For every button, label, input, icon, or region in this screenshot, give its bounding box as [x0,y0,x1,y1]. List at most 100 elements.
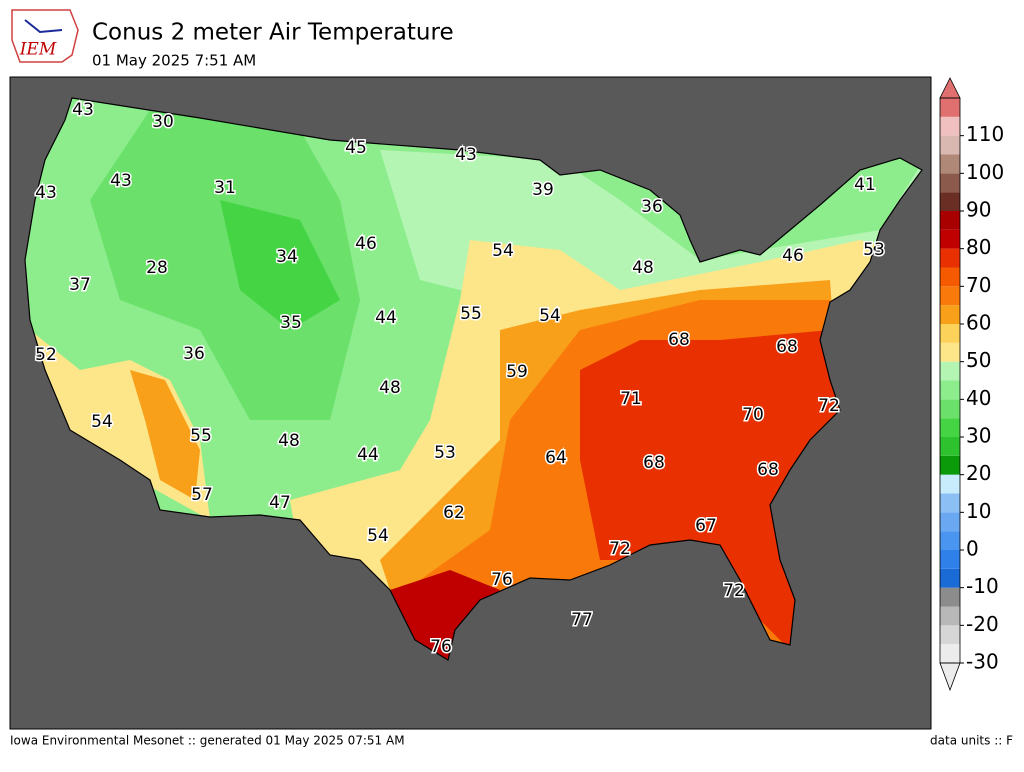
colorbar-segment [940,116,960,136]
colorbar-segment [940,550,960,569]
station-value: 45 [345,138,367,158]
station-value: 57 [191,485,213,505]
station-labels: 43 30 45 43 43 43 31 39 36 41 46 54 34 28 48 46 53 37 55 54… [34,99,887,659]
colorbar-segment [940,380,960,400]
colorbar-segment [940,211,960,230]
station-value: 67 [695,516,717,536]
logo-text: IEM [19,40,57,60]
colorbar-segment [940,98,960,117]
station-value: 43 [72,100,94,120]
station-value: 48 [632,258,654,278]
station-value: 54 [367,526,389,546]
station-value: 54 [539,306,561,326]
colorbar-tick-label: -10 [966,574,999,598]
station-value: 39 [532,180,554,200]
station-value: 72 [818,396,840,416]
colorbar-segment [940,305,960,324]
station-value: 68 [757,460,779,480]
colorbar-segment [940,587,960,607]
title: Conus 2 meter Air Temperature [92,20,454,46]
station-value: 68 [643,453,665,473]
station-value: 72 [609,539,631,559]
colorbar-tick-label: 0 [966,537,979,561]
station-value: 47 [269,493,291,513]
colorbar-tick-label: 20 [966,461,991,485]
station-value: 44 [375,308,397,328]
logo: IEM [11,9,79,63]
station-value: 43 [455,145,477,165]
colorbar-segment [940,418,960,437]
colorbar-segment [940,568,960,588]
station-value: 48 [379,378,401,398]
station-value: 68 [776,337,798,357]
station-value: 54 [492,241,514,261]
station-value: 46 [355,234,377,254]
colorbar-segment [940,512,960,532]
station-value: 48 [278,431,300,451]
colorbar-segment [940,173,960,193]
colorbar-segment [940,625,960,645]
station-value: 37 [69,275,91,295]
subtitle: 01 May 2025 7:51 AM [92,52,256,70]
colorbar-segment [940,361,960,381]
station-value: 36 [641,197,663,217]
station-value: 35 [280,313,302,333]
colorbar-segment [940,229,960,249]
station-value: 55 [460,304,482,324]
colorbar-tick-label: 10 [966,499,991,523]
station-value: 41 [854,175,876,195]
station-value: 59 [506,362,528,382]
colorbar-segment [940,342,960,362]
station-value: 34 [276,247,298,267]
station-value: 43 [35,183,57,203]
station-value: 76 [491,570,513,590]
colorbar-tick-label: 50 [966,348,991,372]
colorbar-tick-label: 90 [966,198,991,222]
colorbar-tick-label: 100 [966,160,1004,184]
colorbar-tick-label: 60 [966,311,991,335]
station-value: 31 [214,178,236,198]
colorbar-tick-label: 80 [966,235,991,259]
colorbar-segment [940,493,960,513]
station-value: 76 [430,637,452,657]
colorbar-segment [940,192,960,211]
colorbar-segment [940,248,960,268]
colorbar-segment [940,644,960,663]
colorbar-frame [939,97,961,664]
colorbar-segment [940,324,960,343]
station-value: 72 [723,581,745,601]
colorbar-tick-label: 70 [966,273,991,297]
footer-right: data units :: F [930,734,1013,748]
colorbar-extend-high [939,77,961,99]
colorbar-segment [940,135,960,155]
station-value: 44 [357,445,379,465]
station-value: 62 [443,503,465,523]
station-value: 53 [863,240,885,260]
colorbar-segment [940,437,960,456]
colorbar-segment [940,531,960,550]
station-value: 68 [668,330,690,350]
station-value: 36 [183,344,205,364]
station-value: 43 [110,171,132,191]
colorbar-segment [940,399,960,419]
station-value: 55 [190,426,212,446]
station-value: 54 [91,412,113,432]
footer-left: Iowa Environmental Mesonet :: generated … [10,734,405,748]
colorbar-segment [940,606,960,626]
colorbar: -30 -20 -10 0 10 20 30 40 50 60 70 80 90 100 110 [939,77,1004,692]
station-value: 77 [571,610,593,630]
colorbar-tick-label: -30 [966,650,999,674]
station-value: 70 [742,405,764,425]
colorbar-tick-label: 110 [966,122,1004,146]
colorbar-tick-label: -20 [966,612,999,636]
station-value: 30 [152,112,174,132]
station-value: 53 [434,443,456,463]
station-value: 46 [782,246,804,266]
colorbar-segment [940,474,960,494]
station-value: 28 [146,258,168,278]
colorbar-segment [940,286,960,306]
colorbar-extend-low [939,662,961,692]
station-value: 71 [620,389,642,409]
